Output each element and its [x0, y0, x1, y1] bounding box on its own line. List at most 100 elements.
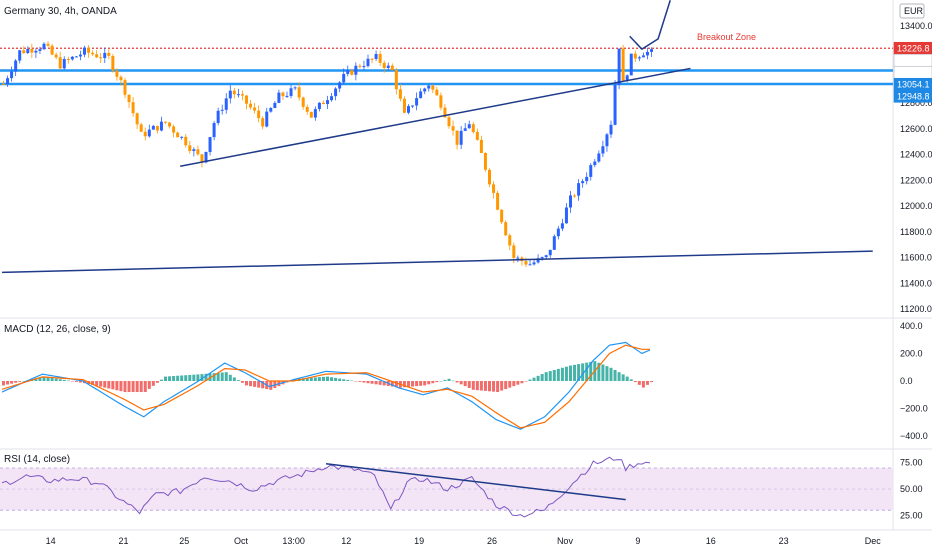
candle-body[interactable] [370, 58, 374, 60]
candle-body[interactable] [447, 117, 451, 127]
candle-body[interactable] [119, 76, 123, 81]
candle-body[interactable] [338, 82, 342, 89]
candle-body[interactable] [66, 58, 70, 60]
candle-body[interactable] [245, 95, 248, 104]
candle-body[interactable] [277, 92, 281, 103]
candle-body[interactable] [309, 111, 313, 118]
price-panel[interactable] [0, 0, 893, 274]
candle-body[interactable] [2, 83, 5, 85]
candle-body[interactable] [390, 65, 394, 71]
candle-body[interactable] [249, 103, 253, 108]
candle-body[interactable] [609, 124, 613, 135]
candle-body[interactable] [564, 207, 568, 224]
candle-body[interactable] [200, 154, 204, 163]
candle-body[interactable] [289, 88, 293, 96]
candle-body[interactable] [232, 90, 236, 95]
candle-body[interactable] [439, 95, 443, 108]
candle-body[interactable] [127, 94, 131, 103]
currency-box[interactable] [899, 3, 925, 19]
candle-body[interactable] [285, 95, 289, 97]
rsi-line[interactable] [1, 456, 651, 518]
candle-body[interactable] [593, 161, 597, 166]
candle-body[interactable] [273, 102, 277, 109]
candle-body[interactable] [196, 149, 200, 155]
candle-body[interactable] [532, 262, 536, 265]
candle-body[interactable] [500, 209, 504, 223]
candle-body[interactable] [326, 100, 329, 105]
candle-body[interactable] [358, 65, 362, 67]
candle-body[interactable] [180, 136, 184, 138]
candle-body[interactable] [10, 71, 14, 79]
candle-body[interactable] [74, 56, 78, 58]
signal-line[interactable] [1, 344, 650, 429]
candle-body[interactable] [650, 49, 653, 52]
candle-body[interactable] [253, 107, 257, 111]
candle-body[interactable] [613, 84, 617, 125]
candle-body[interactable] [155, 125, 159, 131]
candle-body[interactable] [378, 54, 382, 63]
candle-body[interactable] [508, 235, 512, 246]
candle-body[interactable] [172, 126, 176, 133]
candle-body[interactable] [188, 145, 192, 152]
candle-body[interactable] [581, 181, 585, 184]
candle-body[interactable] [402, 98, 406, 113]
candle-body[interactable] [123, 80, 127, 95]
candle-body[interactable] [30, 49, 34, 53]
candle-body[interactable] [374, 54, 378, 59]
candle-body[interactable] [22, 50, 26, 54]
candle-body[interactable] [617, 48, 621, 85]
candle-body[interactable] [451, 126, 455, 131]
candle-body[interactable] [50, 45, 54, 55]
candle-body[interactable] [216, 110, 220, 124]
candle-body[interactable] [305, 106, 309, 112]
candle-body[interactable] [14, 60, 18, 72]
candle-body[interactable] [257, 110, 261, 119]
candle-body[interactable] [159, 121, 163, 131]
candle-body[interactable] [528, 264, 532, 266]
candle-body[interactable] [147, 129, 151, 137]
candle-body[interactable] [208, 137, 212, 152]
candle-body[interactable] [366, 58, 370, 67]
candle-body[interactable] [261, 118, 265, 127]
candle-body[interactable] [131, 102, 135, 114]
candle-body[interactable] [386, 65, 390, 68]
candle-body[interactable] [83, 47, 86, 55]
candle-body[interactable] [46, 43, 50, 46]
candle-body[interactable] [26, 49, 30, 54]
time-axis[interactable]: 14 21 25 Oct 13:00 12 19 26 Nov 9 16 23 Dec [46, 536, 882, 546]
candle-body[interactable] [382, 62, 386, 68]
candle-body[interactable] [605, 134, 609, 147]
candle-body[interactable] [483, 153, 487, 170]
candle-body[interactable] [42, 43, 46, 50]
candle-body[interactable] [115, 70, 119, 77]
candle-body[interactable] [330, 96, 334, 101]
candle-body[interactable] [151, 125, 155, 130]
candle-body[interactable] [107, 52, 111, 56]
candle-body[interactable] [475, 132, 479, 140]
trendline-1[interactable] [180, 67, 691, 167]
candle-body[interactable] [544, 255, 548, 258]
candle-body[interactable] [192, 149, 196, 152]
candle-body[interactable] [212, 123, 216, 138]
candle-body[interactable] [164, 121, 167, 123]
candle-body[interactable] [103, 52, 107, 59]
candle-body[interactable] [346, 70, 350, 74]
candle-body[interactable] [224, 98, 228, 110]
candle-body[interactable] [58, 57, 62, 69]
candle-body[interactable] [34, 50, 38, 53]
rsi-panel[interactable] [0, 456, 893, 518]
candle-body[interactable] [265, 111, 269, 127]
candle-body[interactable] [516, 257, 520, 259]
candle-body[interactable] [556, 228, 560, 237]
candle-body[interactable] [87, 47, 91, 53]
candle-body[interactable] [70, 56, 74, 60]
candle-body[interactable] [597, 153, 601, 162]
candle-body[interactable] [398, 89, 402, 99]
candle-body[interactable] [443, 107, 447, 118]
candle-body[interactable] [38, 49, 42, 51]
candle-body[interactable] [135, 113, 139, 125]
candle-body[interactable] [236, 94, 240, 96]
candle-body[interactable] [536, 258, 540, 263]
candle-body[interactable] [240, 94, 244, 96]
candle-body[interactable] [111, 55, 115, 71]
